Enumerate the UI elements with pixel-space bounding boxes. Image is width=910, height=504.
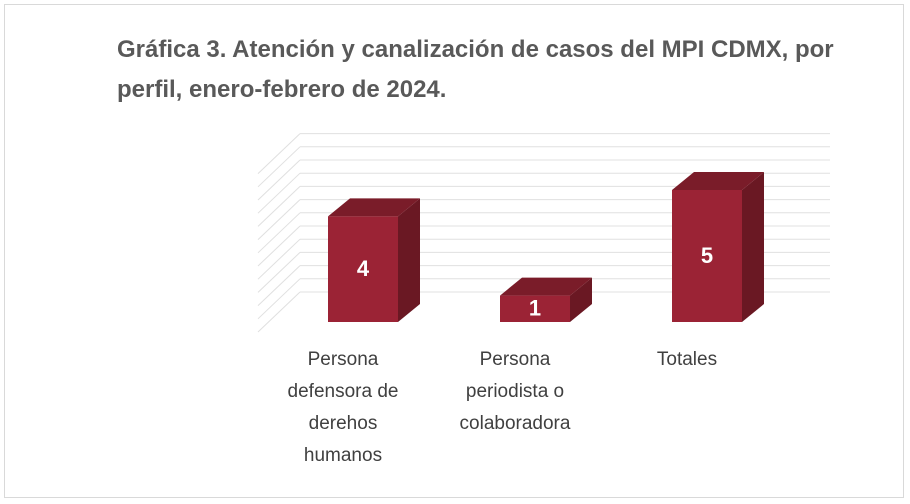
bar-top [672,172,764,190]
grid-line [257,212,301,254]
grid-line [257,199,301,240]
data-label: 1 [529,296,541,321]
bar-top [500,277,592,296]
grid-line [257,172,301,214]
grid-line [257,238,301,280]
grid-line [257,278,301,320]
grid-line [257,133,301,174]
grid-line [257,146,301,188]
grid-line [257,265,301,306]
x-tick-label: Persona defensora de derehos humanos [287,349,399,466]
chart-title: Gráfica 3. Atención y canalización de ca… [117,36,834,103]
bar-side [570,277,592,322]
x-tick-label: Persona periodista o colaboradora [459,349,571,434]
grid-line [257,252,301,293]
bar [672,190,742,322]
grid-line [257,291,301,333]
data-label: 5 [701,243,713,268]
bar-side [742,172,764,322]
grid-line [257,225,301,267]
bar [328,216,398,322]
grid-line [257,186,301,227]
grid-line [257,159,301,201]
bar-side [398,198,420,322]
data-label: 4 [357,256,370,281]
bar-top [328,198,420,217]
bar [500,295,570,322]
x-tick-label: Totales [656,349,718,370]
chart-frame [4,4,904,498]
